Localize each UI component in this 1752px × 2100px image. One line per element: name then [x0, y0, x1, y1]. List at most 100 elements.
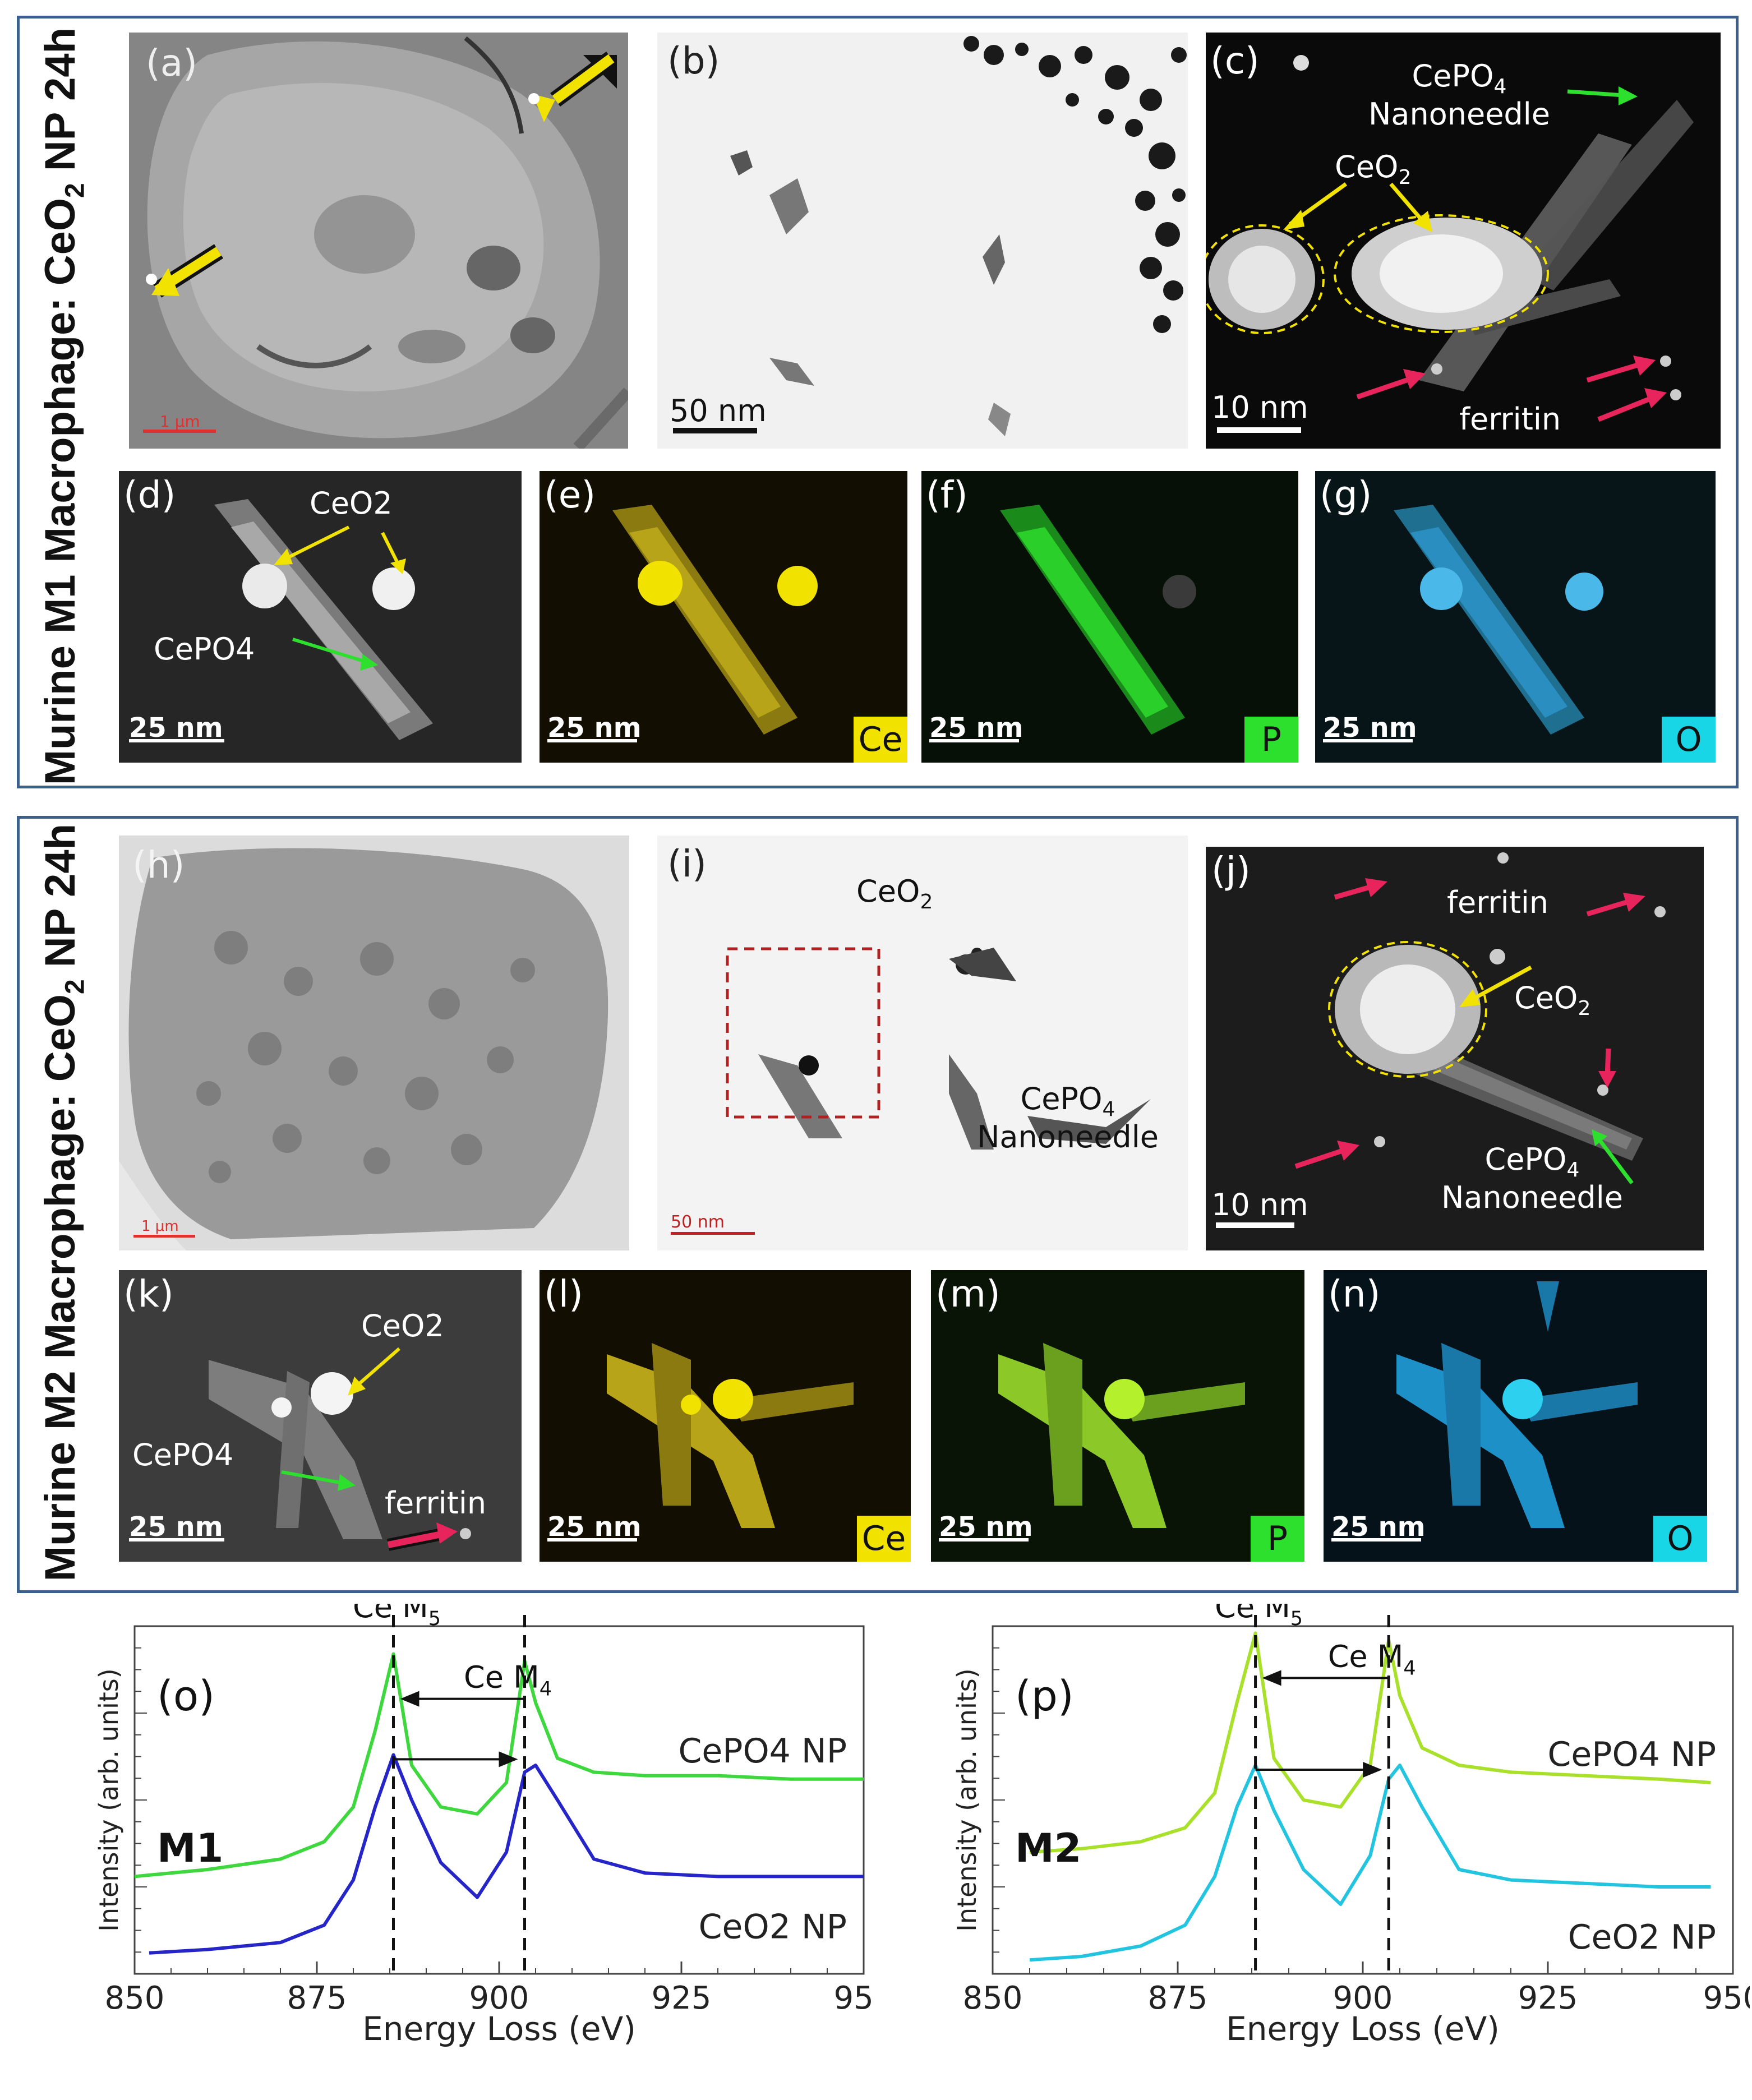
- cell-type-label: M1: [157, 1825, 223, 1871]
- panel-f-element-tag: P: [1244, 717, 1298, 763]
- panel-e-element-tag: Ce: [854, 717, 907, 763]
- ce-m5-label: Ce M5: [1215, 1604, 1303, 1630]
- cell-type-label: M2: [1015, 1825, 1081, 1871]
- panel-j-haadf: (j) ferritin CeO2 CePO4 Nanoneedle 10 nm: [1206, 847, 1704, 1250]
- x-tick-label: 900: [1333, 1980, 1393, 2016]
- panel-j-ceo2-label: CeO2: [1514, 980, 1591, 1020]
- panel-a-scalebar: [143, 430, 216, 433]
- panel-j-label: (j): [1211, 849, 1251, 892]
- y-axis-label: Intensity (arb. units): [94, 1668, 124, 1931]
- panel-a-tem-cell: (a) 1 μm: [129, 33, 628, 449]
- panel-g-label: (g): [1320, 473, 1372, 516]
- panel-k-ceo2-label: CeO2: [361, 1308, 444, 1344]
- panel-n-o-map: (n) 25 nm O: [1324, 1270, 1707, 1562]
- panel-l-ce-map: (l) 25 nm Ce: [540, 1270, 911, 1562]
- panel-k-haadf: (k) CeO2 CePO4 ferritin 25 nm: [119, 1270, 522, 1562]
- y-axis-label: Intensity (arb. units): [952, 1668, 982, 1931]
- panel-c-ferritin-label: ferritin: [1459, 401, 1561, 437]
- panel-f-p-map: (f) 25 nm P: [921, 471, 1298, 763]
- x-tick-label: 950: [1703, 1980, 1750, 2016]
- panel-i-needle-label: CePO4 Nanoneedle: [977, 1081, 1159, 1155]
- panel-d-ceo2-label: CeO2: [310, 486, 393, 521]
- x-tick-label: 875: [287, 1980, 347, 2016]
- panel-g-scalebar-text: 25 nm: [1323, 712, 1417, 744]
- panel-h-label: (h): [132, 843, 185, 887]
- panel-d-scalebar-text: 25 nm: [129, 712, 223, 744]
- panel-c-haadf: (c) CePO4 Nanoneedle CeO2 ferritin 10 nm: [1206, 33, 1721, 449]
- x-tick-label: 900: [469, 1980, 529, 2016]
- x-axis-label: Energy Loss (eV): [1226, 2010, 1500, 2048]
- series-label-ceo2: CeO2 NP: [1568, 1918, 1716, 1957]
- x-tick-label: 875: [1148, 1980, 1208, 2016]
- panel-b-label: (b): [667, 39, 720, 82]
- shift-arrow-bottom-head: [499, 1751, 518, 1767]
- ce-m4-label: Ce M4: [464, 1660, 552, 1701]
- panel-c-scalebar: [1217, 427, 1301, 433]
- panel-k-scalebar: [129, 1538, 224, 1541]
- panel-e-scalebar: [547, 739, 637, 742]
- x-tick-label: 925: [1518, 1980, 1578, 2016]
- eels-spectrum-m1: 850 875 900 925 950 Energy Loss (eV) Intensity…: [94, 1604, 875, 2048]
- eels-spectrum-m2: 850 875 900 925 950 Energy Loss (eV) Intensity…: [952, 1604, 1750, 2048]
- panel-m-scalebar: [939, 1538, 1029, 1541]
- panel-l-element-tag: Ce: [857, 1516, 911, 1562]
- panel-g-o-map: (g) 25 nm O: [1315, 471, 1716, 763]
- panel-b-scalebar: [673, 428, 757, 433]
- panel-a-label: (a): [146, 41, 197, 85]
- panel-i-label: (i): [667, 842, 707, 885]
- m1-side-label: Murine M1 Macrophage: CeO2 NP 24h: [36, 27, 90, 786]
- shift-arrow-top-head: [400, 1691, 419, 1707]
- panel-m-scalebar-text: 25 nm: [939, 1511, 1033, 1543]
- panel-h-tem-cell: (h) 1 μm: [119, 836, 629, 1250]
- panel-j-ferritin-label: ferritin: [1447, 885, 1549, 920]
- panel-d-haadf: (d) CeO2 CePO4 25 nm: [119, 471, 522, 763]
- panel-h-scalebar-text: 1 μm: [141, 1218, 179, 1235]
- panel-i-tem: (i) CeO2 CePO4 Nanoneedle 50 nm: [657, 836, 1188, 1250]
- panel-c-needle-label: CePO4 Nanoneedle: [1368, 58, 1550, 132]
- panel-h-scalebar: [133, 1235, 195, 1238]
- panel-j-needle-label: CePO4 Nanoneedle: [1441, 1142, 1623, 1216]
- panel-l-label: (l): [544, 1272, 583, 1316]
- m1-figure-frame: [17, 16, 1739, 788]
- series-label-cepo4: CePO4 NP: [1547, 1735, 1716, 1774]
- panel-f-label: (f): [926, 473, 968, 516]
- panel-j-scalebar-text: 10 nm: [1211, 1187, 1308, 1222]
- chart-panel-label: (o): [157, 1672, 215, 1720]
- panel-i-scalebar: [671, 1232, 755, 1235]
- panel-n-scalebar-text: 25 nm: [1331, 1511, 1426, 1543]
- panel-l-scalebar-text: 25 nm: [547, 1511, 642, 1543]
- series-label-cepo4: CePO4 NP: [678, 1732, 847, 1771]
- shift-arrow-bottom-head: [1363, 1762, 1382, 1778]
- panel-d-scalebar: [129, 739, 224, 742]
- x-axis-label: Energy Loss (eV): [362, 2010, 636, 2048]
- panel-g-scalebar: [1323, 739, 1413, 742]
- panel-f-scalebar: [929, 739, 1019, 742]
- panel-e-label: (e): [544, 473, 596, 516]
- panel-i-ceo2-label: CeO2: [856, 874, 933, 913]
- panel-e-ce-map: (e) 25 nm Ce: [540, 471, 907, 763]
- x-tick-label: 925: [652, 1980, 712, 2016]
- panel-g-element-tag: O: [1662, 717, 1716, 763]
- shift-arrow-top-head: [1262, 1670, 1281, 1686]
- panel-m-p-map: (m) 25 nm P: [931, 1270, 1304, 1562]
- m2-side-label: Murine M2 Macrophage: CeO2 NP 24h: [36, 824, 90, 1582]
- panel-b-scalebar-text: 50 nm: [670, 393, 767, 428]
- ce-m5-label: Ce M5: [353, 1604, 441, 1630]
- panel-k-label: (k): [123, 1272, 174, 1316]
- x-tick-label: 850: [963, 1980, 1023, 2016]
- panel-k-cepo4-label: CePO4: [132, 1437, 234, 1473]
- panel-c-scalebar-text: 10 nm: [1211, 390, 1308, 425]
- chart-panel-label: (p): [1015, 1672, 1074, 1720]
- panel-l-scalebar: [547, 1538, 637, 1541]
- panel-m-label: (m): [935, 1272, 1001, 1316]
- series-label-ceo2: CeO2 NP: [699, 1907, 847, 1946]
- x-tick-label: 850: [105, 1980, 165, 2016]
- panel-m-element-tag: P: [1251, 1516, 1304, 1562]
- panel-c-ceo2-label: CeO2: [1335, 149, 1412, 189]
- panel-b-tem: (b) 50 nm: [657, 33, 1188, 449]
- panel-j-scalebar: [1216, 1222, 1294, 1228]
- panel-e-scalebar-text: 25 nm: [547, 712, 642, 744]
- panel-n-label: (n): [1328, 1272, 1381, 1316]
- panel-k-scalebar-text: 25 nm: [129, 1511, 223, 1543]
- panel-n-scalebar: [1331, 1538, 1421, 1541]
